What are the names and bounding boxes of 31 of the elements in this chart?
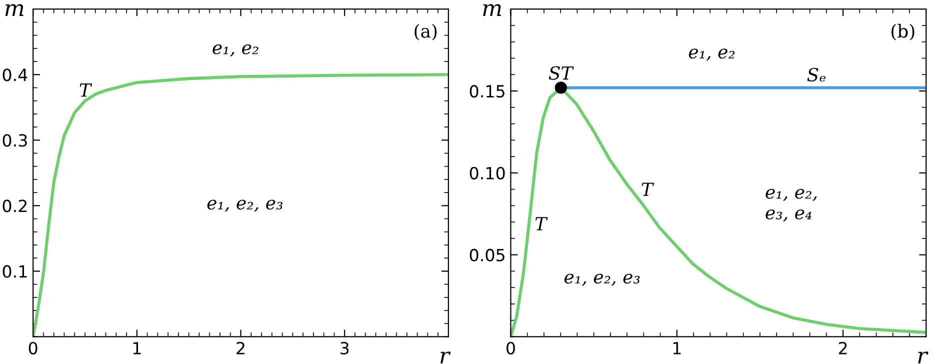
x-tick-label: 1 [673,342,681,354]
y-tick-label: 0.05 [470,248,504,262]
y-tick-label: 0.15 [470,84,504,98]
annotation: T [80,83,92,97]
annotation: (b) [891,24,914,40]
y-tick-label: 0.4 [2,68,28,82]
x-tick-label: 0 [28,342,38,354]
y-axis-title: m [483,4,502,16]
annotation: e₁, e₂, [766,188,817,201]
annotation: e₁, e₂, e₃ [564,274,640,286]
x-tick-label: 2 [236,342,244,354]
annotation: e₁, e₂, e₃ [207,200,282,212]
x-axis-title: r [440,352,451,364]
x-tick-label: 1 [133,342,141,354]
x-tick-label: 0 [506,342,515,354]
annotation: ST [548,66,574,80]
y-tick-label: 0.1 [2,265,27,278]
annotation: Sₑ [807,68,826,82]
annotation: T [642,182,654,196]
x-tick-label: 3 [340,342,349,354]
y-tick-label: 0.10 [470,166,505,180]
annotation: T [535,217,548,230]
y-tick-label: 0.3 [2,134,27,147]
x-axis-title: r [918,352,928,364]
annotation: e₁, e₂ [212,44,258,57]
y-axis-title: m [5,4,24,16]
x-tick-label: 2 [838,342,847,354]
annotation: e₁, e₂ [688,48,735,61]
y-tick-label: 0.2 [2,200,27,212]
annotation: (a) [414,24,437,40]
annotation: e₃, e₄ [766,210,812,222]
